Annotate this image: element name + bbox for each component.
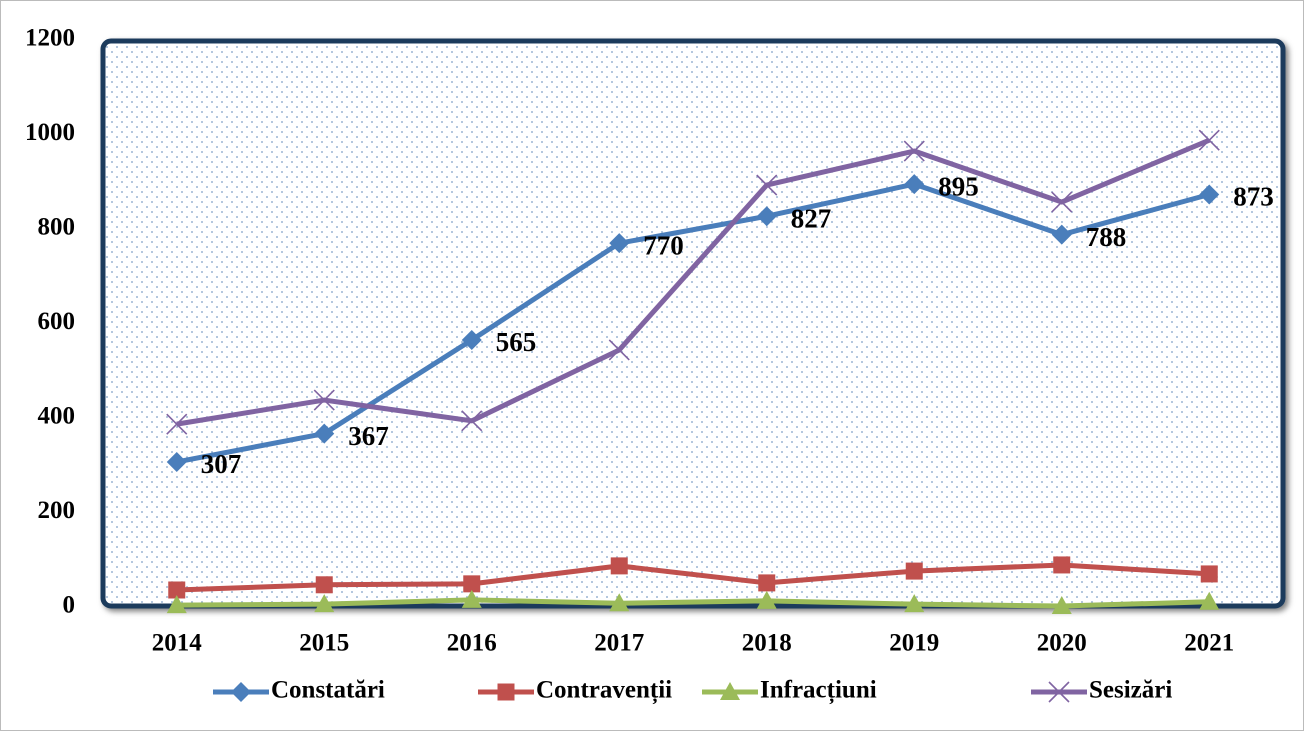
legend-label: Sesizări	[1089, 677, 1172, 704]
series-line	[176, 597, 1210, 609]
marker	[166, 413, 188, 435]
marker	[1199, 591, 1220, 610]
y-tick-label: 0	[63, 592, 76, 619]
marker	[315, 576, 333, 594]
y-tick-label: 1000	[25, 119, 75, 146]
marker	[314, 594, 335, 613]
plot-area	[100, 38, 1286, 609]
marker	[1200, 565, 1218, 583]
marker	[461, 330, 482, 351]
marker	[497, 683, 515, 701]
data-label: 873	[1233, 182, 1274, 212]
marker	[1051, 224, 1072, 245]
legend-label: Constatări	[271, 677, 385, 704]
marker	[1048, 681, 1070, 703]
marker	[608, 339, 630, 361]
marker	[720, 682, 740, 700]
marker	[756, 590, 777, 609]
marker	[231, 682, 251, 702]
marker	[903, 140, 925, 162]
data-label: 565	[496, 327, 537, 357]
data-label: 827	[791, 203, 832, 233]
y-tick-label: 400	[38, 403, 76, 430]
x-tick-label: 2020	[1037, 630, 1087, 657]
marker	[610, 557, 628, 575]
marker	[463, 575, 481, 593]
data-label: 788	[1086, 222, 1127, 252]
marker	[904, 594, 925, 613]
legend-label: Infracțiuni	[760, 677, 877, 705]
legend-label: Contravenții	[536, 677, 672, 705]
x-tick-label: 2019	[889, 630, 939, 657]
series-line	[176, 181, 1210, 465]
marker	[758, 574, 776, 592]
marker	[609, 593, 630, 612]
y-tick-label: 600	[38, 308, 76, 335]
marker	[168, 581, 186, 599]
marker	[905, 562, 923, 580]
marker	[313, 389, 335, 411]
marker	[1199, 184, 1220, 205]
x-tick-label: 2014	[152, 630, 203, 657]
y-tick-label: 1200	[25, 25, 75, 52]
marker	[461, 410, 483, 432]
x-tick-label: 2018	[742, 630, 792, 657]
marker	[1051, 596, 1072, 615]
data-label: 367	[348, 421, 389, 451]
x-tick-label: 2015	[299, 630, 349, 657]
marker	[314, 423, 335, 444]
marker	[1051, 191, 1073, 213]
data-label: 307	[201, 449, 242, 479]
data-label: 770	[643, 230, 684, 260]
marker	[756, 174, 778, 196]
marker	[1198, 129, 1220, 151]
marker	[166, 451, 187, 472]
y-tick-label: 200	[38, 497, 76, 524]
x-tick-label: 2016	[447, 630, 497, 657]
marker	[904, 174, 925, 195]
marker	[461, 589, 482, 608]
x-tick-label: 2017	[594, 630, 644, 657]
data-label: 895	[938, 171, 979, 201]
marker	[609, 233, 630, 254]
marker	[1053, 556, 1071, 574]
y-tick-label: 800	[38, 214, 76, 241]
x-tick-label: 2021	[1184, 630, 1234, 657]
marker	[756, 206, 777, 227]
marker	[166, 595, 187, 614]
series-line	[176, 562, 1210, 593]
series-line	[176, 137, 1211, 427]
